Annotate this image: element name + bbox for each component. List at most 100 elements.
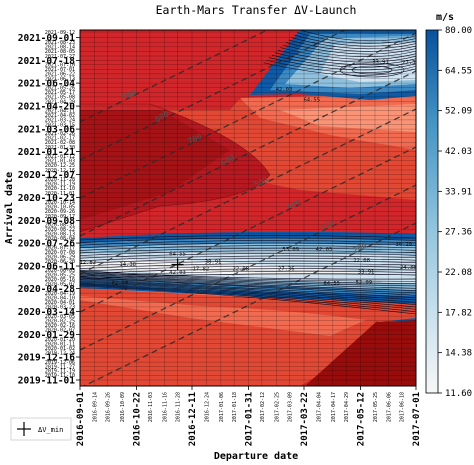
x-tick-label-minor: 2017-04-04 — [316, 392, 322, 422]
dv-contour-label: 53.09 — [282, 247, 299, 253]
dv-contour-line — [294, 34, 416, 47]
colorbar-gradient — [425, 29, 439, 394]
dv-contour-line — [80, 258, 416, 264]
y-tick-label-minor: 2020-11-19 — [45, 182, 75, 188]
y-tick-label-minor: 2021-06-13 — [45, 76, 75, 82]
y-tick-label-major: 2020-01-29 — [18, 330, 75, 341]
x-tick-label-minor: 2016-09-26 — [106, 392, 112, 422]
y-tick-label-minor: 2021-08-23 — [45, 40, 75, 46]
colorbar-label: m/s — [436, 12, 454, 23]
colorbar-ticks: 11.60 14.38 17.82 22.08 27.36 33.91 42.03 52.09… — [438, 26, 472, 399]
y-tick-label-minor: 2020-02-16 — [45, 323, 75, 329]
y-tick-label-minor: 2021-02-17 — [45, 136, 75, 142]
y-tick-label-minor: 2019-11-10 — [45, 373, 75, 379]
y-tick-label-minor: 2020-09-26 — [45, 209, 75, 215]
y-tick-label-minor: 2020-03-23 — [45, 305, 75, 311]
dv-contour-line — [271, 54, 416, 68]
y-tick-label-major: 2021-03-06 — [18, 125, 75, 136]
dv-contour-label: 64.55 — [323, 281, 340, 287]
dv-contour-line — [269, 57, 416, 71]
y-tick-label-minor: 2021-01-12 — [45, 154, 75, 160]
dv-contour-label: 52.09 — [356, 280, 373, 286]
x-tick-label-minor: 2017-04-29 — [344, 392, 350, 422]
dv-contour-line — [80, 285, 416, 315]
x-axis-ticks: 2016-09-01 2016-10-22 2016-12-11 2017-01-31… — [76, 386, 422, 446]
y-tick-label-minor: 2020-07-08 — [45, 250, 75, 256]
x-tick-label-minor: 2016-12-24 — [204, 392, 210, 422]
y-tick-label-minor: 2020-11-01 — [45, 191, 75, 197]
dv-contour-label: 64.55 — [303, 97, 320, 103]
dv-contour-line — [80, 278, 416, 298]
y-tick-label-major: 2021-01-21 — [18, 147, 75, 158]
x-tick-label-major: 2017-07-01 — [412, 392, 422, 446]
y-tick-label-minor: 2020-07-17 — [45, 245, 75, 251]
x-tick-label-major: 2017-03-22 — [300, 392, 310, 446]
dv-contour-line — [80, 275, 416, 291]
dv-contour-line — [283, 44, 416, 58]
tof-contour-line — [80, 146, 416, 313]
field-dark-left-core — [80, 104, 230, 220]
y-tick-label-minor: 2020-01-20 — [45, 337, 75, 343]
colorbar-tick-label: 22.08 — [445, 268, 472, 278]
dv-contour-line — [80, 270, 416, 280]
y-tick-label-minor: 2021-05-26 — [45, 86, 75, 92]
y-tick-label-minor: 2020-05-07 — [45, 282, 75, 288]
dv-contour-line — [80, 245, 416, 251]
y-tick-label-minor: 2021-05-08 — [45, 95, 75, 101]
y-tick-label-minor: 2020-04-10 — [45, 296, 75, 302]
dv-contour-label: 17.82 — [193, 267, 210, 273]
y-tick-label-minor: 2020-11-28 — [45, 177, 75, 183]
y-tick-label-minor: 2020-04-01 — [45, 300, 75, 306]
tof-contour-line — [80, 70, 416, 237]
y-axis-label: Arrival date — [3, 172, 15, 244]
y-tick-label-major: 2020-10-23 — [18, 193, 75, 204]
legend-marker-plus — [17, 422, 31, 436]
field-orange-upper-2 — [280, 104, 416, 132]
dv-contour-line — [80, 283, 416, 310]
tof-contour-line — [82, 222, 416, 386]
y-tick-label-minor: 2019-12-24 — [45, 351, 75, 357]
dv-contour-line — [80, 260, 416, 267]
legend-label: ΔV_min — [38, 426, 63, 434]
y-tick-label-major: 2019-11-01 — [18, 376, 75, 387]
tof-contour-line — [80, 30, 347, 161]
dv-contour-label: 14.38 — [119, 262, 136, 268]
y-tick-label-minor: 2021-03-15 — [45, 122, 75, 128]
dv-contour-line — [280, 47, 416, 60]
colorbar-tick-label: 52.09 — [445, 107, 472, 117]
dv-contour-line — [288, 39, 416, 52]
y-tick-label-minor: 2021-05-17 — [45, 90, 75, 96]
dv-contour-label: 27.36 — [278, 267, 295, 273]
y-tick-label-minor: 2020-05-16 — [45, 277, 75, 283]
dv-contour-label: 33.91 — [372, 60, 389, 66]
y-tick-label-minor: 2021-01-30 — [45, 145, 75, 151]
y-tick-label-minor: 2020-05-25 — [45, 273, 75, 279]
dv-contour-line — [291, 37, 416, 50]
x-axis-label: Departure date — [214, 451, 298, 462]
y-tick-label-major: 2020-07-26 — [18, 239, 75, 250]
dv-contour-label: 27.36 — [402, 60, 419, 66]
y-tick-label-minor: 2020-11-10 — [45, 186, 75, 192]
y-tick-label-major: 2020-06-11 — [18, 262, 75, 273]
y-tick-label-minor: 2021-04-11 — [45, 108, 75, 114]
x-tick-label-minor: 2017-03-09 — [288, 392, 294, 422]
dv-contour-line — [80, 274, 416, 289]
y-tick-label-minor: 2020-06-03 — [45, 268, 75, 274]
tof-contour-line — [80, 108, 416, 275]
x-tick-label-major: 2016-10-22 — [133, 392, 143, 446]
y-tick-label-minor: 2020-10-05 — [45, 205, 75, 211]
dv-contour-line — [266, 59, 416, 73]
x-tick-label-minor: 2016-09-14 — [92, 392, 98, 422]
dv-contour-line — [297, 32, 416, 44]
dv-contour-line — [80, 273, 416, 287]
colorbar-tick-label: 17.82 — [445, 308, 472, 318]
y-tick-label-minor: 2021-01-03 — [45, 159, 75, 165]
min-marker — [171, 258, 184, 271]
y-tick-label-minor: 2021-07-27 — [45, 54, 75, 60]
y-tick-label-minor: 2020-10-14 — [45, 200, 75, 206]
y-tick-label-minor: 2021-06-22 — [45, 72, 75, 78]
dv-contour-line — [80, 235, 416, 241]
y-tick-label-minor: 2020-08-22 — [45, 227, 75, 233]
legend-box — [10, 417, 72, 441]
x-tick-label-minor: 2017-02-25 — [274, 392, 280, 422]
